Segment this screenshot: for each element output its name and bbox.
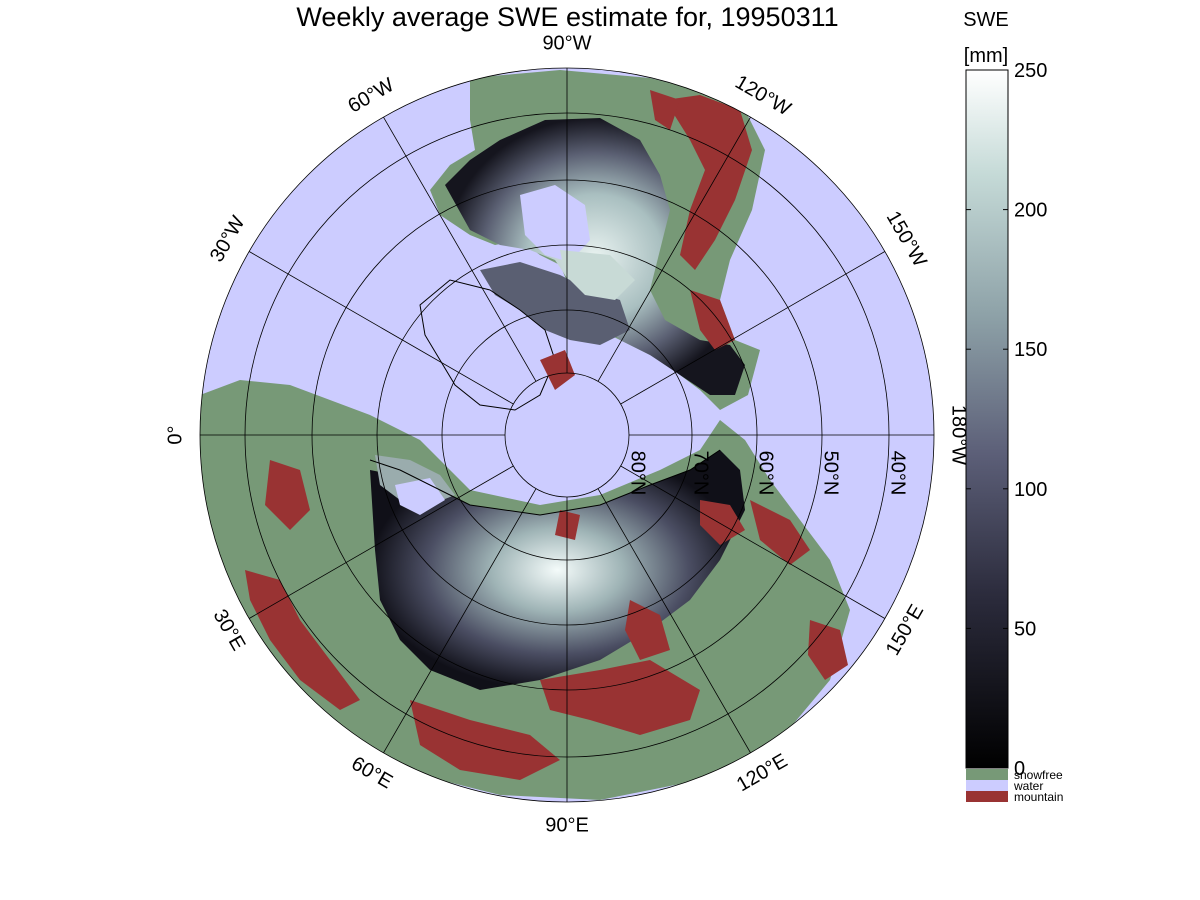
meridian-lines <box>200 68 934 802</box>
white-sea <box>395 478 445 515</box>
latitude-label: 80°N <box>627 451 649 496</box>
latitude-labels: 80°N 70°N 60°N 50°N 40°N <box>627 451 909 496</box>
meridian-line <box>597 488 751 754</box>
colorbar-ramp <box>965 69 1009 769</box>
category-swatch-snowfree <box>966 769 1008 780</box>
longitude-label: 90°E <box>545 814 589 836</box>
map-disk <box>200 68 934 802</box>
longitude-label: 30°W <box>206 212 250 266</box>
colorbar-tick-label: 50 <box>1014 618 1036 640</box>
longitude-label: 60°W <box>344 74 398 118</box>
longitude-label: 0° <box>164 425 186 444</box>
graticule <box>199 67 935 803</box>
latitude-label: 70°N <box>690 451 712 496</box>
colorbar-tick-label: 200 <box>1014 200 1047 222</box>
map-title: Weekly average SWE estimate for, 1995031… <box>296 2 839 32</box>
colorbar-unit: [mm] <box>964 45 1008 67</box>
colorbar-tick-label: 250 <box>1014 60 1047 82</box>
colorbar: SWE [mm] 0 50 100 150 200 250 snowfreewatermo… <box>963 9 1063 804</box>
mountain-areas <box>245 90 848 780</box>
longitude-label: 60°E <box>347 753 396 794</box>
arctic-archipelago <box>480 262 630 345</box>
meridian-line <box>383 488 537 754</box>
longitude-label: 30°E <box>209 606 250 655</box>
greenland-outline <box>419 279 556 411</box>
colorbar-tick-label: 0 <box>1014 758 1025 780</box>
meridian-line <box>620 251 886 405</box>
meridian-line <box>248 251 514 405</box>
longitude-label: 90°W <box>542 32 591 54</box>
category-swatch-water <box>966 780 1008 791</box>
colorbar-tick-label: 150 <box>1014 339 1047 361</box>
colorbar-title: SWE <box>963 9 1009 31</box>
latitude-label: 60°N <box>755 451 777 496</box>
arctic-islands-snow <box>560 250 635 300</box>
colorbar-ticks: 0 50 100 150 200 250 <box>966 60 1047 780</box>
eurasia-snowpack <box>370 450 745 690</box>
category-swatch-mountain <box>966 791 1008 802</box>
colorbar-tick-label: 100 <box>1014 479 1047 501</box>
meridian-line <box>620 465 886 619</box>
hudson-bay <box>520 185 590 262</box>
meridian-line <box>248 465 514 619</box>
meridian-line <box>383 116 537 382</box>
category-label-snowfree: snowfree <box>1014 768 1063 782</box>
coastline-outline <box>369 449 721 516</box>
category-label-mountain: mountain <box>1014 790 1063 804</box>
meridian-line <box>597 116 751 382</box>
latitude-label: 40°N <box>887 451 909 496</box>
category-label-water: water <box>1013 779 1043 793</box>
latitude-label: 50°N <box>820 451 842 496</box>
longitude-label: 180°W <box>948 405 970 465</box>
